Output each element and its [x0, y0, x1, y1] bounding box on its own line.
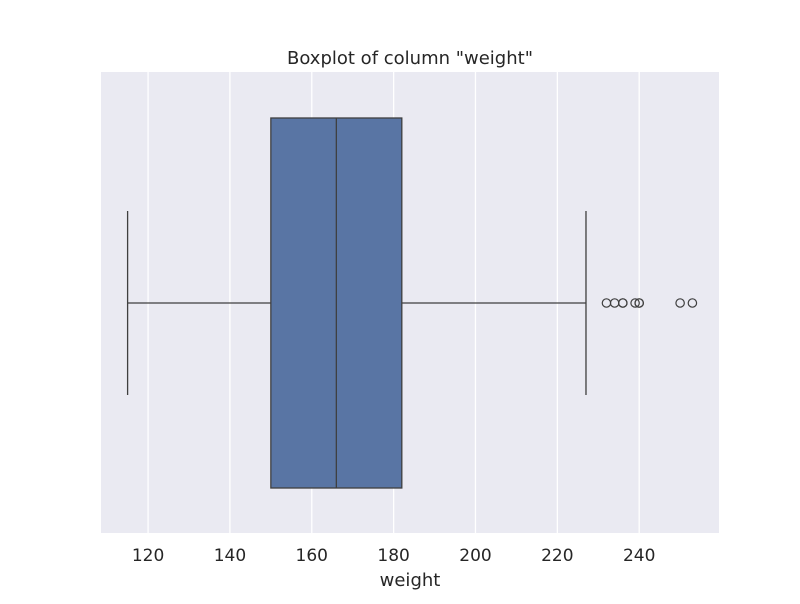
- outlier-point: [687, 298, 698, 308]
- x-tick-labels: 120 140 160 180 200 220 240: [132, 546, 656, 566]
- x-tick-label: 220: [541, 546, 573, 566]
- x-tick-label: 160: [296, 546, 328, 566]
- box-group: [270, 117, 403, 489]
- x-tick-label: 200: [459, 546, 491, 566]
- outliers: [601, 298, 698, 308]
- whiskers: [126, 211, 587, 395]
- x-tick-label: 240: [623, 546, 655, 566]
- x-axis-label: weight: [380, 570, 441, 591]
- x-tick-label: 140: [214, 546, 246, 566]
- outlier-point: [675, 298, 685, 308]
- chart-title: Boxplot of column "weight": [287, 48, 533, 69]
- outlier-point: [630, 298, 640, 308]
- x-tick-label: 180: [377, 546, 409, 566]
- outlier-point: [634, 298, 644, 308]
- outlier-point: [618, 298, 628, 308]
- x-tick-label: 120: [132, 546, 164, 566]
